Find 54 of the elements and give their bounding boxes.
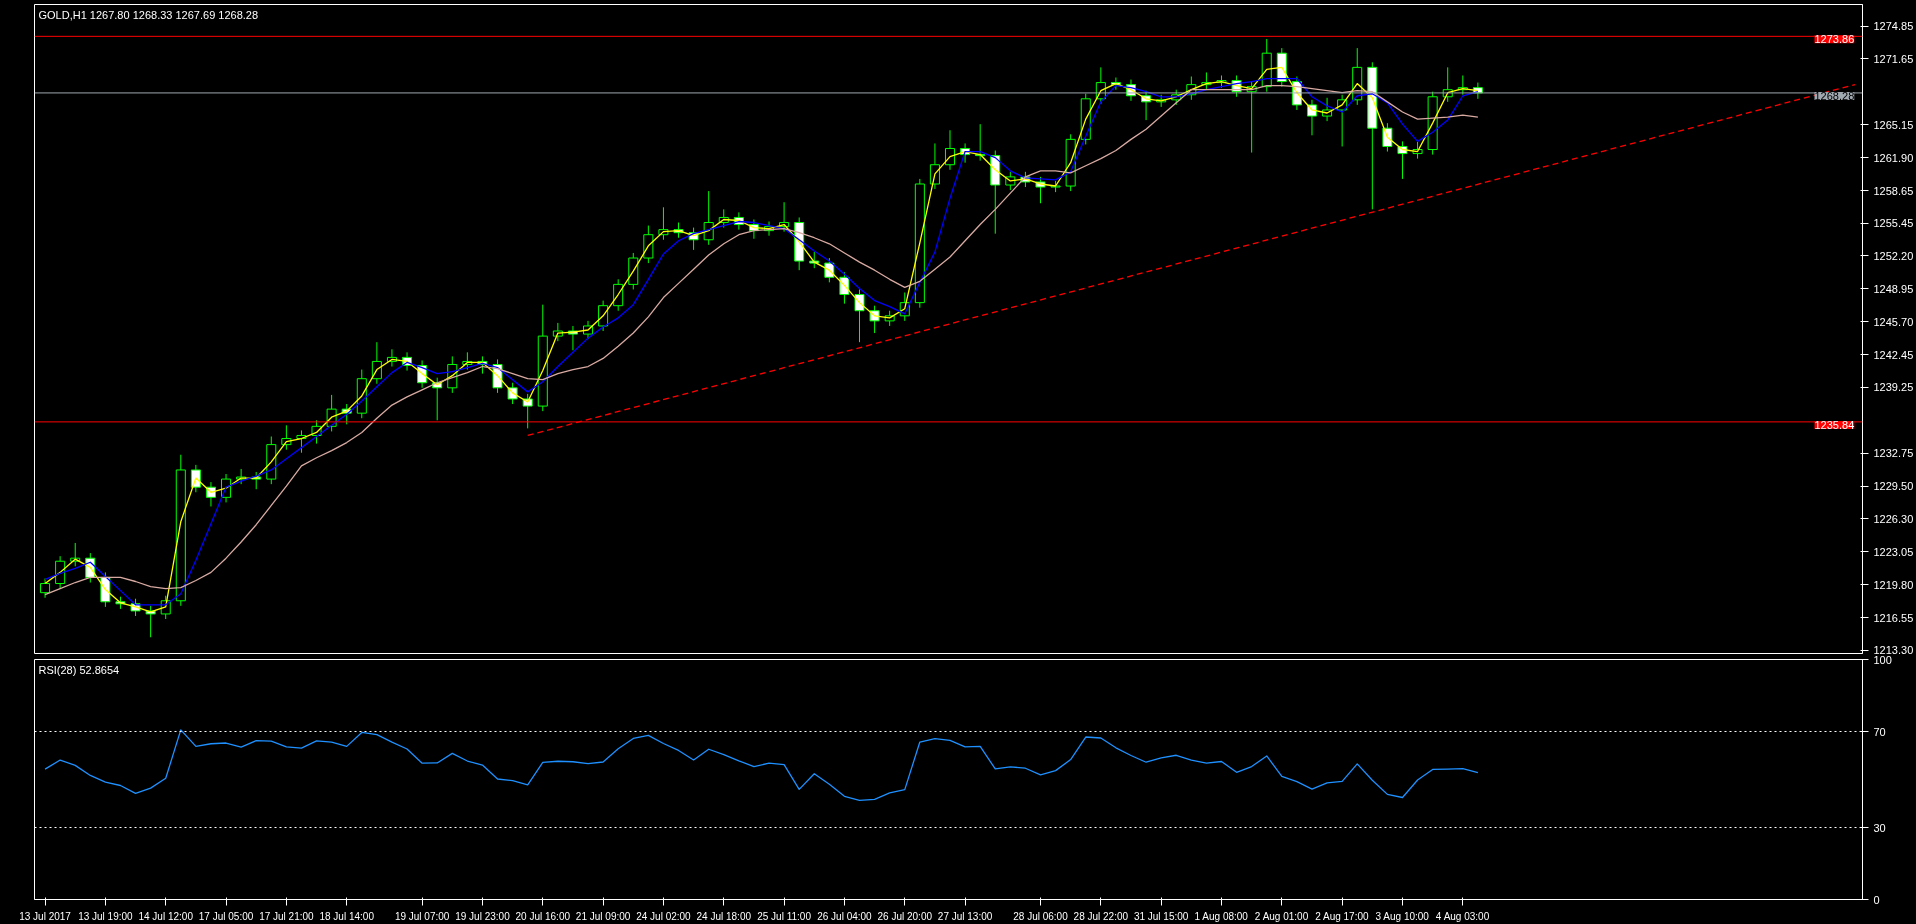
y-tick-label: 1248.95 bbox=[1873, 282, 1914, 295]
x-tick-label: 19 Jul 07:00 bbox=[394, 910, 450, 922]
x-tick-label: 4 Aug 03:00 bbox=[1435, 910, 1490, 922]
chart-title: RSI(28) 52.8654 bbox=[38, 663, 120, 676]
y-tick-label: 1226.30 bbox=[1873, 512, 1914, 525]
chart-title: GOLD,H1 1267.80 1268.33 1267.69 1268.28 bbox=[38, 8, 259, 21]
x-tick-label: 24 Jul 02:00 bbox=[636, 910, 692, 922]
x-tick-label: 17 Jul 05:00 bbox=[198, 910, 254, 922]
y-tick-label: 0 bbox=[1873, 893, 1880, 906]
x-tick-label: 14 Jul 12:00 bbox=[138, 910, 194, 922]
x-tick-label: 17 Jul 21:00 bbox=[259, 910, 315, 922]
x-tick-label: 31 Jul 15:00 bbox=[1133, 910, 1189, 922]
x-tick-label: 25 Jul 11:00 bbox=[757, 910, 812, 922]
candlestick bbox=[643, 225, 654, 264]
x-tick-label: 24 Jul 18:00 bbox=[696, 910, 752, 922]
x-tick-label: 28 Jul 22:00 bbox=[1073, 910, 1129, 922]
y-tick-label: 70 bbox=[1873, 725, 1886, 738]
y-tick-label: 1219.80 bbox=[1873, 578, 1914, 591]
candlestick bbox=[40, 577, 51, 599]
y-tick-label: 1255.45 bbox=[1873, 217, 1914, 230]
x-tick-label: 13 Jul 19:00 bbox=[78, 910, 134, 922]
x-tick-label: 27 Jul 13:00 bbox=[937, 910, 993, 922]
y-tick-label: 1223.05 bbox=[1873, 545, 1914, 558]
y-tick-label: 1252.20 bbox=[1873, 249, 1914, 262]
x-tick-label: 2 Aug 17:00 bbox=[1315, 910, 1370, 922]
x-tick-label: 2 Aug 01:00 bbox=[1254, 910, 1309, 922]
y-tick-label: 1261.90 bbox=[1873, 151, 1914, 164]
line-series bbox=[44, 729, 1479, 802]
y-tick-label: 1258.65 bbox=[1873, 184, 1914, 197]
ref-line-label: 1273.86 bbox=[1814, 33, 1855, 46]
y-tick-label: 1274.85 bbox=[1873, 20, 1914, 33]
y-tick-label: 1216.55 bbox=[1873, 611, 1914, 624]
y-tick-label: 1265.15 bbox=[1873, 118, 1914, 131]
y-tick-label: 1239.25 bbox=[1873, 381, 1914, 394]
x-tick-label: 18 Jul 14:00 bbox=[319, 910, 375, 922]
x-tick-label: 13 Jul 2017 bbox=[19, 910, 72, 922]
candlestick bbox=[854, 288, 865, 343]
x-tick-label: 26 Jul 04:00 bbox=[817, 910, 873, 922]
x-tick-label: 3 Aug 10:00 bbox=[1375, 910, 1430, 922]
y-tick-label: 1245.70 bbox=[1873, 315, 1914, 328]
y-tick-label: 1271.65 bbox=[1873, 52, 1914, 65]
ref-line-label: 1235.84 bbox=[1814, 418, 1855, 431]
x-tick-label: 21 Jul 09:00 bbox=[575, 910, 631, 922]
y-tick-label: 1242.45 bbox=[1873, 348, 1914, 361]
x-tick-label: 26 Jul 20:00 bbox=[877, 910, 933, 922]
candlestick bbox=[839, 271, 850, 305]
y-tick-label: 1232.75 bbox=[1873, 447, 1914, 460]
x-tick-label: 20 Jul 16:00 bbox=[515, 910, 571, 922]
y-tick-label: 1229.50 bbox=[1873, 480, 1914, 493]
x-tick-label: 19 Jul 23:00 bbox=[455, 910, 511, 922]
ref-line-label: 1268.28 bbox=[1814, 89, 1855, 102]
x-tick-label: 28 Jul 06:00 bbox=[1013, 910, 1069, 922]
y-tick-label: 30 bbox=[1873, 821, 1886, 834]
x-tick-label: 1 Aug 08:00 bbox=[1194, 910, 1249, 922]
